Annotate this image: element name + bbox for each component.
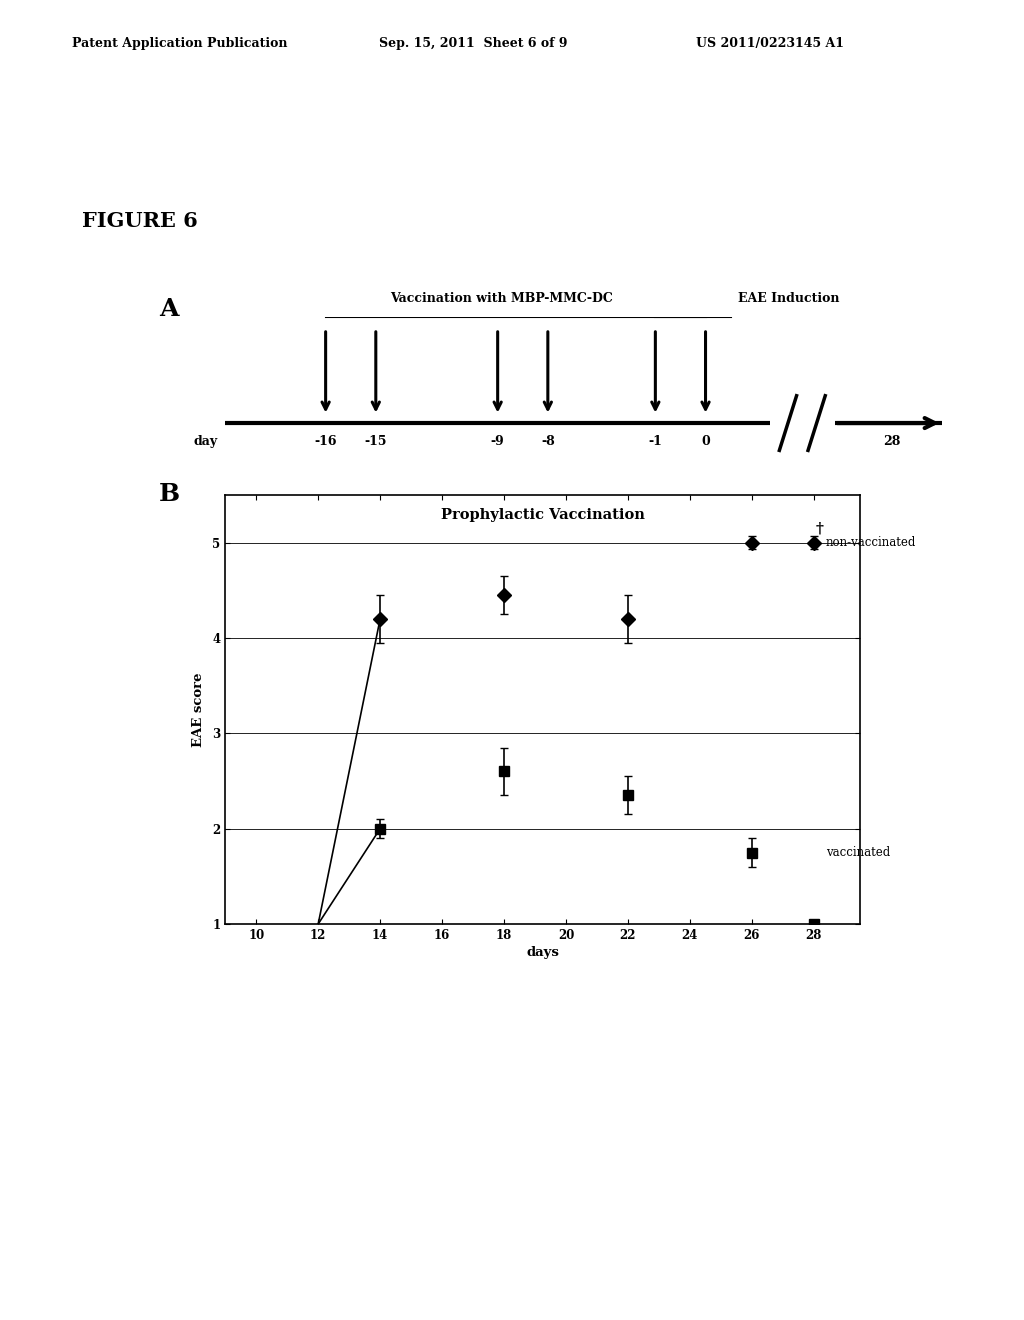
Text: †: † [815, 521, 823, 535]
Text: -9: -9 [490, 436, 505, 449]
Text: -16: -16 [314, 436, 337, 449]
Text: EAE Induction: EAE Induction [737, 292, 840, 305]
X-axis label: days: days [526, 946, 559, 960]
Y-axis label: EAE score: EAE score [193, 672, 205, 747]
Text: -8: -8 [541, 436, 555, 449]
Text: -15: -15 [365, 436, 387, 449]
Text: B: B [159, 482, 180, 506]
Text: 28: 28 [884, 436, 900, 449]
Text: Sep. 15, 2011  Sheet 6 of 9: Sep. 15, 2011 Sheet 6 of 9 [379, 37, 567, 50]
Text: non-vaccinated: non-vaccinated [826, 536, 916, 549]
Text: day: day [194, 436, 218, 449]
Text: Prophylactic Vaccination: Prophylactic Vaccination [440, 508, 645, 521]
Text: 0: 0 [701, 436, 710, 449]
Text: Vaccination with MBP-MMC-DC: Vaccination with MBP-MMC-DC [390, 292, 612, 305]
Text: vaccinated: vaccinated [826, 846, 890, 859]
Text: US 2011/0223145 A1: US 2011/0223145 A1 [696, 37, 845, 50]
Text: Patent Application Publication: Patent Application Publication [72, 37, 287, 50]
Text: A: A [159, 297, 178, 321]
Text: FIGURE 6: FIGURE 6 [82, 211, 198, 231]
Text: -1: -1 [648, 436, 663, 449]
